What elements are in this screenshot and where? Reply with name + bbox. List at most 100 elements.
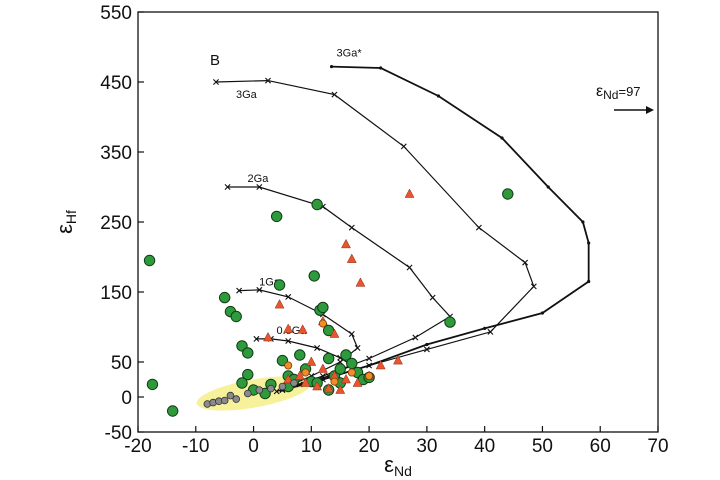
curve-node bbox=[412, 334, 419, 341]
data-markers bbox=[143, 188, 514, 417]
x-tick-label: 50 bbox=[532, 436, 553, 457]
plot-background bbox=[138, 12, 658, 432]
curve-node bbox=[475, 224, 482, 231]
axes: -20 -10 0 10 20 30 40 50 60 70 -50 0 50 150 250 350 450 5… bbox=[100, 3, 668, 457]
x-tick-label: 60 bbox=[590, 436, 611, 457]
x-tick-label: 30 bbox=[416, 436, 437, 457]
y-tick-label: -50 bbox=[105, 423, 132, 444]
x-tick-label: -20 bbox=[124, 436, 151, 457]
curve-node bbox=[400, 143, 407, 150]
green-circle-marker bbox=[230, 310, 242, 323]
curve-label: 3Ga bbox=[236, 89, 258, 101]
curve-node bbox=[530, 283, 537, 290]
green-circle-marker bbox=[236, 377, 248, 389]
curve-node bbox=[236, 287, 243, 294]
red-triangle-marker bbox=[317, 363, 328, 373]
curve-node bbox=[253, 335, 260, 342]
curve-node bbox=[314, 345, 321, 351]
red-triangle-marker bbox=[283, 323, 294, 333]
curve-node bbox=[224, 184, 231, 190]
x-tick-label: 20 bbox=[359, 436, 380, 457]
y-axis-title-epsilon: ε bbox=[52, 224, 77, 234]
red-triangle-marker bbox=[312, 380, 323, 391]
nd97-epsilon: ε bbox=[596, 83, 603, 100]
curve-node bbox=[487, 328, 494, 335]
curve-node bbox=[540, 311, 545, 315]
green-circle-marker bbox=[270, 210, 283, 223]
gray-circle-marker bbox=[232, 395, 241, 403]
curve-node bbox=[265, 77, 271, 84]
svg-text:εNd=97: εNd=97 bbox=[596, 83, 641, 102]
y-tick-label: 350 bbox=[100, 143, 132, 164]
curve-node bbox=[587, 279, 591, 284]
red-triangle-marker bbox=[375, 359, 386, 370]
curve-node bbox=[331, 91, 338, 98]
x-axis-title: εNd bbox=[384, 452, 412, 479]
y-tick-label: 250 bbox=[100, 213, 132, 234]
green-circle-marker bbox=[166, 405, 179, 417]
red-triangle-marker bbox=[346, 253, 357, 263]
gray-circle-marker bbox=[278, 382, 287, 391]
curve-node bbox=[587, 241, 591, 245]
curve-node bbox=[285, 293, 292, 300]
gray-circle-marker bbox=[255, 386, 264, 394]
red-triangle-marker bbox=[263, 331, 273, 342]
curve-node bbox=[273, 388, 280, 395]
x-tick-label: 70 bbox=[647, 436, 668, 457]
green-circle-marker bbox=[242, 368, 254, 381]
red-triangle-marker bbox=[294, 370, 305, 380]
curve-node bbox=[285, 338, 292, 344]
y-tick-label: 150 bbox=[100, 283, 132, 304]
red-triangle-marker bbox=[335, 384, 346, 394]
green-circle-marker bbox=[322, 352, 335, 365]
curve-node bbox=[500, 136, 504, 140]
nd97-arrow-head bbox=[646, 106, 654, 114]
y-tick-label: 50 bbox=[111, 353, 132, 374]
curve-node bbox=[425, 342, 429, 347]
curve-node bbox=[354, 345, 361, 351]
curve-node bbox=[546, 185, 550, 189]
red-triangle-marker bbox=[341, 373, 351, 384]
red-triangle-marker bbox=[306, 356, 317, 366]
y-axis-title: εHf bbox=[52, 210, 79, 234]
x-tick-label: 10 bbox=[301, 436, 322, 457]
curve-node bbox=[406, 264, 413, 271]
orange-circle-marker bbox=[347, 368, 356, 377]
red-triangle-marker bbox=[352, 377, 363, 387]
green-circle-marker bbox=[294, 349, 306, 361]
y-tick-label: 0 bbox=[121, 388, 132, 409]
red-triangle-marker bbox=[341, 238, 351, 249]
curve-node bbox=[366, 362, 373, 369]
curve-node bbox=[423, 346, 430, 353]
nd97-annotation: εNd=97 bbox=[596, 83, 654, 114]
green-circle-marker bbox=[311, 198, 323, 211]
gray-circle-marker bbox=[290, 379, 298, 387]
gray-circle-marker bbox=[226, 391, 235, 400]
curve-node bbox=[348, 224, 355, 231]
curve-node bbox=[329, 65, 334, 69]
gray-circle-marker bbox=[267, 384, 275, 393]
orange-circle-marker bbox=[301, 368, 310, 377]
curve-node bbox=[379, 66, 383, 70]
panel-label: B bbox=[210, 52, 220, 69]
red-triangle-marker bbox=[329, 328, 340, 338]
curve-node bbox=[366, 355, 373, 362]
curve-node bbox=[436, 94, 441, 98]
green-circle-marker bbox=[340, 349, 352, 361]
green-circle-marker bbox=[218, 291, 231, 304]
x-tick-label: 40 bbox=[474, 436, 495, 457]
x-tick-label: -10 bbox=[182, 436, 209, 457]
green-circle-marker bbox=[334, 363, 346, 375]
curve-line bbox=[282, 65, 590, 391]
orange-circle-marker bbox=[330, 377, 339, 386]
nd97-sub: Nd bbox=[603, 88, 618, 102]
red-triangle-marker bbox=[297, 324, 308, 334]
y-axis-title-sub: Hf bbox=[63, 210, 79, 224]
x-axis-title-sub: Nd bbox=[394, 463, 412, 479]
red-triangle-marker bbox=[283, 373, 294, 384]
orange-circle-marker bbox=[365, 371, 374, 380]
curve-node bbox=[256, 286, 263, 293]
curve-node bbox=[483, 326, 487, 330]
red-triangle-marker bbox=[393, 355, 403, 365]
